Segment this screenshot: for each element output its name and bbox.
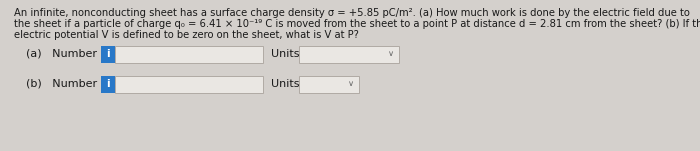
Text: (a)   Number: (a) Number bbox=[26, 49, 97, 59]
Text: the sheet if a particle of charge q₀ = 6.41 × 10⁻¹⁹ C is moved from the sheet to: the sheet if a particle of charge q₀ = 6… bbox=[14, 19, 700, 29]
Text: electric potential V is defined to be zero on the sheet, what is V at P?: electric potential V is defined to be ze… bbox=[14, 30, 359, 40]
FancyBboxPatch shape bbox=[115, 45, 263, 63]
Text: ∨: ∨ bbox=[348, 79, 354, 87]
Text: i: i bbox=[106, 49, 110, 59]
FancyBboxPatch shape bbox=[299, 76, 359, 93]
FancyBboxPatch shape bbox=[101, 45, 115, 63]
Text: An infinite, nonconducting sheet has a surface charge density σ = +5.85 pC/m². (: An infinite, nonconducting sheet has a s… bbox=[14, 8, 690, 18]
Text: i: i bbox=[106, 79, 110, 89]
Text: ∨: ∨ bbox=[388, 48, 394, 58]
Text: Units: Units bbox=[271, 79, 300, 89]
Text: (b)   Number: (b) Number bbox=[26, 79, 97, 89]
FancyBboxPatch shape bbox=[299, 45, 399, 63]
FancyBboxPatch shape bbox=[101, 76, 115, 93]
Text: Units: Units bbox=[271, 49, 300, 59]
FancyBboxPatch shape bbox=[115, 76, 263, 93]
